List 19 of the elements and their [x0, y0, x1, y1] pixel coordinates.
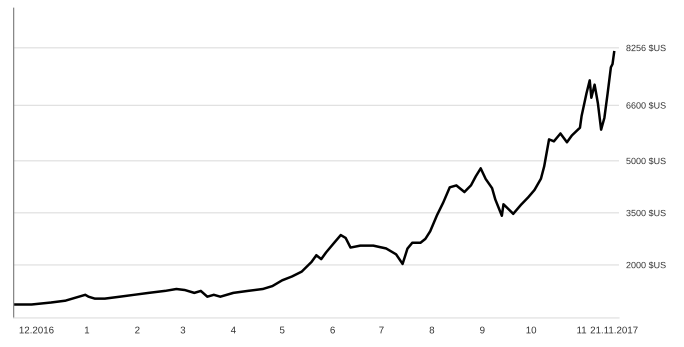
- line-series: [14, 50, 616, 306]
- x-tick-label: 11: [577, 326, 586, 334]
- x-tick-label: 4: [230, 326, 236, 334]
- x-tick-label: 1: [84, 326, 90, 334]
- x-tick-label: 8: [430, 326, 434, 334]
- x-tick-label: 12.2016: [20, 326, 54, 334]
- x-tick-label: 7: [379, 326, 384, 334]
- y-tick-label: 5000 $US: [626, 157, 666, 165]
- y-tick-label: 3500 $US: [626, 209, 666, 217]
- x-tick-label: 5: [280, 326, 284, 334]
- x-tick-label: 10: [526, 326, 536, 334]
- y-tick-label: 2000 $US: [626, 261, 666, 269]
- x-tick-label: 3: [180, 326, 186, 334]
- x-tick-label: 21.11.2017: [590, 326, 638, 334]
- y-tick-label: 8256 $US: [626, 44, 666, 52]
- x-tick-label: 2: [135, 326, 140, 334]
- y-tick-label: 6600 $US: [626, 102, 666, 110]
- x-tick-label: 9: [480, 326, 485, 334]
- x-tick-label: 6: [330, 326, 335, 334]
